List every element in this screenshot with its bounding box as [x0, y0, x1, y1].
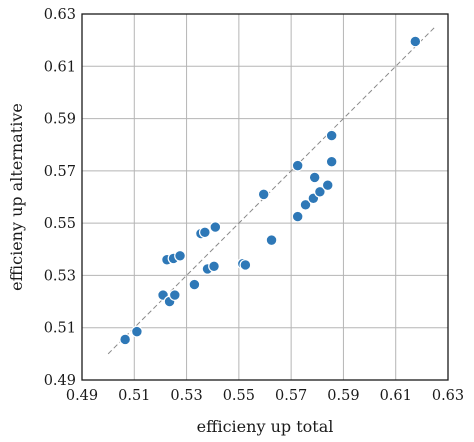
data-point-19 [291, 159, 304, 172]
y-tick-label: 0.59 [44, 112, 76, 128]
grid [81, 13, 449, 381]
data-point-0 [119, 333, 132, 346]
data-point-1 [130, 325, 143, 338]
y-tick-labels: 0.49 0.51 0.53 0.55 0.57 0.59 0.61 0.63 [44, 7, 76, 389]
data-point-23 [314, 185, 326, 198]
data-point-6 [168, 289, 181, 301]
x-tick-label: 0.59 [327, 388, 359, 404]
x-tick-label: 0.57 [275, 388, 307, 404]
data-point-20 [299, 198, 312, 211]
data-point-10 [198, 226, 211, 239]
data-point-22 [308, 171, 321, 184]
y-tick-label: 0.57 [44, 164, 76, 180]
data-point-8 [188, 278, 201, 291]
x-tick-label: 0.63 [432, 388, 464, 404]
data-point-7 [174, 249, 186, 262]
x-axis-label: efficieny up total [197, 417, 334, 436]
data-point-17 [265, 234, 278, 247]
y-tick-label: 0.49 [44, 373, 76, 389]
data-point-18 [291, 210, 304, 223]
y-tick-label: 0.55 [44, 216, 76, 232]
y-tick-label: 0.51 [44, 321, 76, 337]
x-tick-labels: 0.49 0.51 0.53 0.55 0.57 0.59 0.61 0.63 [66, 388, 464, 404]
x-tick-label: 0.49 [66, 388, 98, 404]
data-point-25 [325, 129, 338, 142]
data-point-24 [321, 179, 334, 192]
y-tick-label: 0.63 [44, 7, 76, 23]
data-point-15 [239, 259, 252, 271]
data-point-16 [257, 188, 270, 201]
reference-diagonal-line [107, 26, 436, 355]
data-point-26 [325, 155, 338, 168]
x-tick-label: 0.55 [223, 388, 255, 404]
x-tick-label: 0.51 [118, 388, 150, 404]
x-tick-label: 0.61 [380, 388, 412, 404]
y-axis-label: efficieny up alternative [7, 103, 26, 291]
data-point-12 [208, 260, 220, 273]
data-point-13 [209, 221, 222, 233]
data-point-27 [409, 35, 422, 48]
y-tick-label: 0.53 [44, 268, 76, 284]
data-points [119, 35, 422, 346]
plot-frame [81, 13, 449, 381]
y-tick-label: 0.61 [44, 59, 76, 75]
x-tick-label: 0.53 [170, 388, 202, 404]
